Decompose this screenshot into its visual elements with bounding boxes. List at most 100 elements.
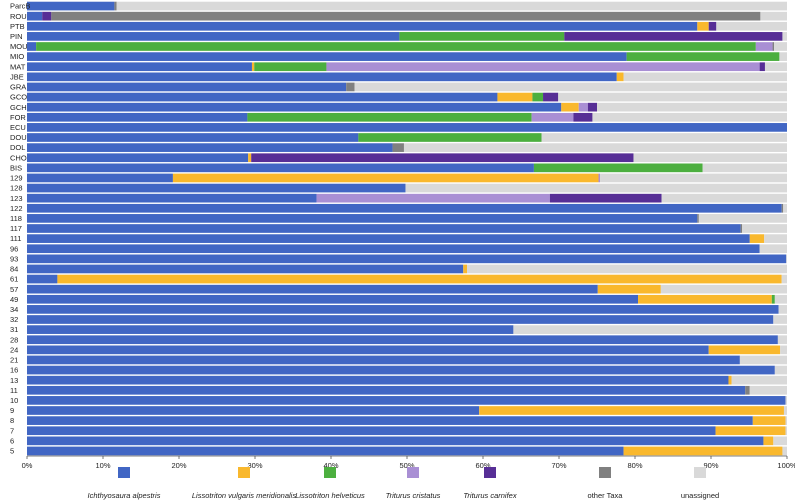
category-label-61: 61 <box>10 275 18 284</box>
bar-segment-96-6 <box>759 244 787 254</box>
bar-segment-16-0 <box>27 365 775 375</box>
category-label-FOR: FOR <box>10 113 26 122</box>
bar-segment-GCO-6 <box>558 92 787 102</box>
x-tick-label: 90% <box>703 461 718 470</box>
bar-segment-10-0 <box>27 396 786 405</box>
legend: Ichthyosaura alpestris Lissotriton vulgar… <box>88 467 719 500</box>
bar-segment-FOR-0 <box>27 112 248 122</box>
bar-segment-93-0 <box>27 254 787 264</box>
bar-segment-PIN-0 <box>27 32 400 41</box>
bar-segment-13-1 <box>728 375 732 385</box>
category-label-CHO: CHO <box>10 153 27 162</box>
legend-swatch-0 <box>118 467 130 478</box>
bar-segment-ECU-0 <box>27 123 787 132</box>
bar-segment-5-6 <box>782 446 787 456</box>
bar-segment-11-6 <box>749 385 787 395</box>
bar-segment-21-0 <box>27 355 740 365</box>
category-label-34: 34 <box>10 305 18 314</box>
bar-segment-49-1 <box>638 294 772 304</box>
category-label-117: 117 <box>10 224 22 233</box>
bar-segment-129-1 <box>172 173 599 183</box>
bar-segment-MAT-2 <box>254 62 327 72</box>
bar-segment-PIN-6 <box>782 32 787 41</box>
bar-segment-7-6 <box>785 426 787 436</box>
bar-segment-123-6 <box>661 193 787 203</box>
bar-segment-JBE-6 <box>623 72 787 82</box>
bar-segment-117-0 <box>27 224 741 233</box>
category-label-5: 5 <box>10 447 14 456</box>
bar-segment-123-4 <box>549 193 662 203</box>
category-label-9: 9 <box>10 406 14 415</box>
bar-segment-118-0 <box>27 214 698 223</box>
bar-segment-GCH-0 <box>27 102 562 112</box>
bar-segment-24-1 <box>708 345 781 355</box>
bar-segment-8-0 <box>27 416 753 425</box>
bar-segment-PTB-1 <box>697 21 709 31</box>
bar-segment-118-5 <box>697 214 699 223</box>
category-label-93: 93 <box>10 254 18 263</box>
bar-segment-DOU-0 <box>27 133 359 142</box>
bar-segment-PTB-6 <box>716 21 787 31</box>
bar-segment-9-0 <box>27 406 480 415</box>
category-label-10: 10 <box>10 396 18 405</box>
x-tick-label: 60% <box>475 461 490 470</box>
bar-segment-57-6 <box>660 284 787 294</box>
bar-segment-MAT-4 <box>759 62 765 72</box>
bar-segment-GRA-5 <box>346 82 355 92</box>
bar-segment-MAT-6 <box>764 62 787 72</box>
legend-swatch-6 <box>694 467 706 478</box>
bar-segment-28-0 <box>27 335 778 345</box>
category-label-96: 96 <box>10 244 18 253</box>
category-label-MIO: MIO <box>10 52 24 61</box>
bar-segment-MAT-3 <box>326 62 760 72</box>
category-label-ROU: ROU <box>10 12 27 21</box>
category-label-GRA: GRA <box>10 83 26 92</box>
category-label-129: 129 <box>10 174 23 183</box>
bar-segment-CHO-6 <box>633 153 787 163</box>
category-label-122: 122 <box>10 204 23 213</box>
x-tick-label: 30% <box>247 461 262 470</box>
bar-segment-123-0 <box>27 193 317 203</box>
legend-label-0: Ichthyosaura alpestris <box>88 491 161 500</box>
bar-segment-DOL-0 <box>27 143 393 152</box>
bar-segment-57-0 <box>27 284 598 294</box>
bar-segment-111-0 <box>27 234 750 243</box>
bar-segment-13-6 <box>731 375 787 385</box>
x-axis-ticks: 0% 10% 20% 30% 40% 50% 60% 70% 80% 90% 100% <box>22 456 795 470</box>
category-label-111: 111 <box>10 234 21 243</box>
bar-segment-49-0 <box>27 294 639 304</box>
bar-segment-117-6 <box>742 224 787 233</box>
bar-segment-CHO-0 <box>27 153 249 163</box>
legend-label-6: unassigned <box>681 491 719 500</box>
category-label-MAT: MAT <box>10 62 26 71</box>
bar-segment-MOU-5 <box>772 42 775 51</box>
category-label-DOU: DOU <box>10 133 27 142</box>
legend-label-3: Triturus cristatus <box>386 491 441 500</box>
bar-segment-61-1 <box>57 274 782 284</box>
category-label-21: 21 <box>10 356 18 365</box>
bar-segment-GRA-0 <box>27 82 347 92</box>
bar-segment-PIN-2 <box>399 32 565 41</box>
x-tick-label: 10% <box>95 461 110 470</box>
bar-segment-34-0 <box>27 305 779 314</box>
category-label-DOL: DOL <box>10 143 25 152</box>
bar-segment-61-0 <box>27 274 58 284</box>
category-label-GCH: GCH <box>10 103 27 112</box>
bar-segment-DOL-5 <box>392 143 404 152</box>
bar-segment-129-3 <box>598 173 601 183</box>
bar-segment-ROU-0 <box>27 11 43 21</box>
bar-segment-118-6 <box>698 214 787 223</box>
bar-segment-28-6 <box>777 335 787 345</box>
bar-segment-MIO-0 <box>27 52 627 61</box>
category-label-16: 16 <box>10 366 18 375</box>
category-label-49: 49 <box>10 295 18 304</box>
bar-segment-GCH-4 <box>587 102 597 112</box>
bar-segment-49-2 <box>771 294 775 304</box>
bar-segment-PIN-4 <box>564 32 783 41</box>
x-tick-label: 70% <box>551 461 566 470</box>
category-label-24: 24 <box>10 345 18 354</box>
bar-segment-MOU-2 <box>36 42 756 51</box>
category-label-PIN: PIN <box>10 32 23 41</box>
bar-segment-57-1 <box>597 284 661 294</box>
